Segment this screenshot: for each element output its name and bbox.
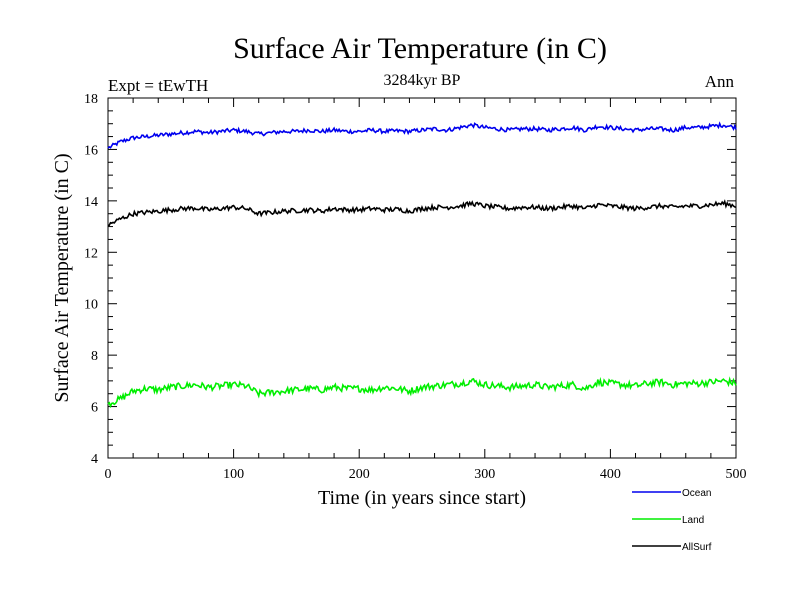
- x-tick-label: 300: [474, 467, 495, 482]
- legend: Ocean Land AllSurf: [632, 488, 712, 553]
- x-axis-label: Time (in years since start): [318, 487, 526, 509]
- y-tick-label: 12: [84, 246, 98, 261]
- series-line-ocean: [107, 121, 737, 149]
- legend-label-ocean: Ocean: [682, 488, 711, 499]
- y-tick-label: 10: [84, 298, 98, 313]
- plot-frame: [107, 97, 737, 459]
- y-axis: 4 6 8 10 12 14 16 18: [84, 92, 736, 467]
- chart-title: Surface Air Temperature (in C): [233, 32, 607, 65]
- x-axis: 0 100 200 300 400 500: [105, 98, 747, 482]
- season-label: Ann: [705, 72, 735, 91]
- chart-subtitle: 3284kyr BP: [384, 72, 461, 89]
- x-tick-label: 400: [600, 467, 621, 482]
- legend-label-allsurf: AllSurf: [682, 542, 712, 553]
- y-tick-label: 16: [84, 143, 98, 158]
- y-tick-label: 14: [84, 195, 98, 210]
- series-lines: [107, 121, 737, 409]
- legend-label-land: Land: [682, 515, 704, 526]
- y-tick-label: 18: [84, 92, 98, 107]
- series-line-land: [107, 376, 737, 409]
- y-tick-label: 8: [91, 349, 98, 364]
- x-tick-label: 200: [349, 467, 370, 482]
- y-tick-label: 4: [91, 452, 98, 467]
- expt-label: Expt = tEwTH: [108, 76, 208, 95]
- x-tick-label: 0: [105, 467, 112, 482]
- x-tick-label: 500: [726, 467, 747, 482]
- y-axis-label: Surface Air Temperature (in C): [51, 153, 73, 402]
- series-line-allsurf: [107, 199, 737, 227]
- y-tick-label: 6: [91, 401, 98, 416]
- x-tick-label: 100: [223, 467, 244, 482]
